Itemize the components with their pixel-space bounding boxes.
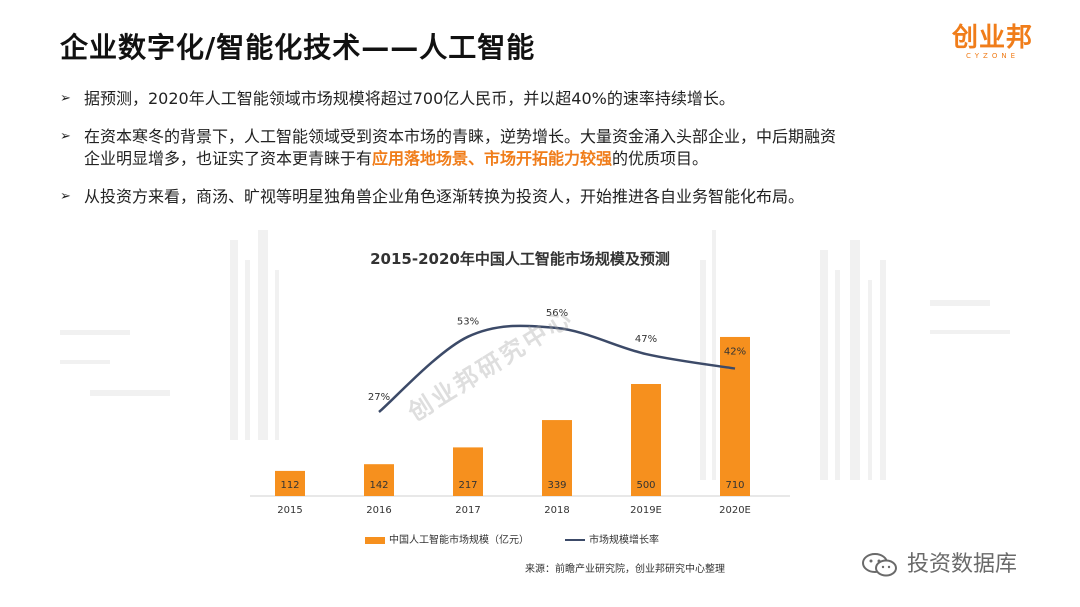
arrow-bullet-icon: ➢ bbox=[60, 189, 71, 204]
x-tick-label: 2018 bbox=[544, 505, 569, 516]
bar-2018 bbox=[542, 420, 572, 496]
x-tick-label: 2020E bbox=[719, 505, 751, 516]
x-tick-label: 2019E bbox=[630, 505, 662, 516]
bar-2016 bbox=[364, 464, 394, 496]
growth-rate-label: 56% bbox=[546, 308, 568, 319]
wechat-watermark: 投资数据库 bbox=[860, 546, 1017, 579]
bar-value-label: 500 bbox=[636, 480, 655, 491]
bullet-text-line1: 在资本寒冬的背景下，人工智能领域受到资本市场的青睐，逆势增长。大量资金涌入头部企… bbox=[84, 127, 837, 146]
bullet-text-line2-post: 的优质项目。 bbox=[612, 149, 709, 168]
bullet-highlight: 应用落地场景、市场开拓能力较强 bbox=[372, 149, 613, 168]
chart-title: 2015-2020年中国人工智能市场规模及预测 bbox=[370, 250, 670, 268]
watermark-text: 投资数据库 bbox=[907, 552, 1018, 577]
growth-rate-label: 47% bbox=[635, 334, 657, 345]
bar-value-label: 142 bbox=[369, 480, 388, 491]
logo-main-text: 创业邦 bbox=[952, 23, 1034, 53]
bullet-item: ➢ 从投资方来看，商汤、旷视等明星独角兽企业角色逐渐转换为投资人，开始推进各自业… bbox=[60, 186, 960, 208]
bar-value-label: 112 bbox=[280, 480, 299, 491]
bullet-item: ➢ 据预测，2020年人工智能领域市场规模将超过700亿人民币，并以超40%的速… bbox=[60, 88, 960, 110]
cyzone-logo: 创业邦 CYZONE bbox=[952, 24, 1033, 61]
bar-2017 bbox=[453, 447, 483, 496]
bullet-list: ➢ 据预测，2020年人工智能领域市场规模将超过700亿人民币，并以超40%的速… bbox=[60, 88, 960, 224]
bar-value-label: 339 bbox=[547, 480, 566, 491]
arrow-bullet-icon: ➢ bbox=[60, 129, 71, 144]
legend-item-line: 市场规模增长率 bbox=[565, 531, 659, 546]
x-tick-label: 2015 bbox=[277, 505, 302, 516]
legend-item-bar: 中国人工智能市场规模（亿元） bbox=[365, 531, 529, 546]
page-title: 企业数字化/智能化技术——人工智能 bbox=[60, 31, 536, 64]
bullet-text: 据预测，2020年人工智能领域市场规模将超过700亿人民币，并以超40%的速率持… bbox=[84, 89, 735, 108]
wechat-icon bbox=[862, 553, 897, 577]
growth-rate-label: 53% bbox=[457, 317, 479, 328]
bar-value-label: 710 bbox=[725, 480, 744, 491]
logo-sub-text: CYZONE bbox=[966, 52, 1020, 60]
arrow-bullet-icon: ➢ bbox=[60, 91, 71, 106]
bar-2015 bbox=[275, 470, 305, 496]
growth-rate-label: 27% bbox=[368, 392, 390, 403]
source-note: 来源：前瞻产业研究院，创业邦研究中心整理 bbox=[525, 564, 725, 575]
bullet-text-line2-pre: 企业明显增多，也证实了资本更青睐于有 bbox=[84, 149, 373, 168]
legend-bar-label: 中国人工智能市场规模（亿元） bbox=[389, 535, 529, 546]
bullet-item: ➢ 在资本寒冬的背景下，人工智能领域受到资本市场的青睐，逆势增长。大量资金涌入头… bbox=[60, 126, 960, 170]
legend-line-swatch bbox=[565, 539, 585, 541]
x-tick-label: 2016 bbox=[366, 505, 391, 516]
bar-2020E bbox=[720, 336, 750, 496]
bar-value-label: 217 bbox=[458, 480, 477, 491]
x-tick-label: 2017 bbox=[455, 505, 480, 516]
legend-line-label: 市场规模增长率 bbox=[589, 535, 659, 546]
growth-rate-line bbox=[378, 324, 736, 413]
legend-bar-swatch bbox=[365, 536, 385, 544]
bullet-text: 从投资方来看，商汤、旷视等明星独角兽企业角色逐渐转换为投资人，开始推进各自业务智… bbox=[84, 187, 805, 206]
bar-2019E bbox=[631, 384, 661, 496]
growth-rate-label: 42% bbox=[724, 347, 746, 358]
